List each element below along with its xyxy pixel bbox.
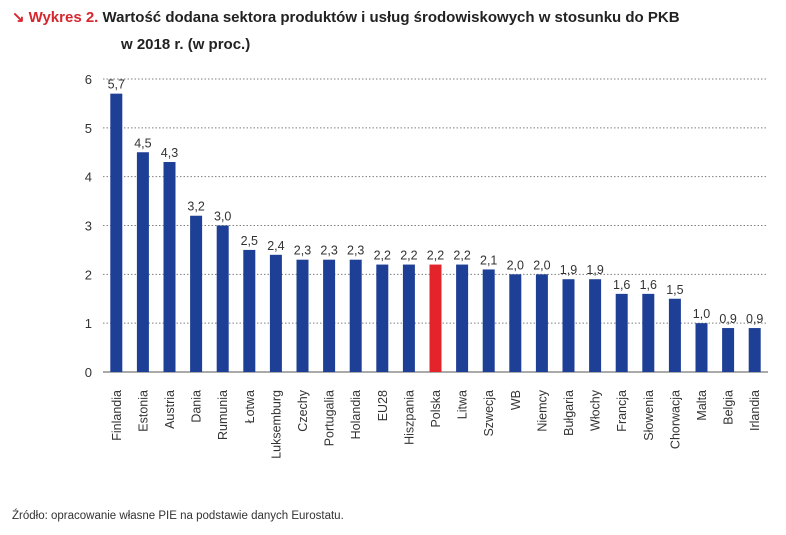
x-tick-label: Słowenia xyxy=(642,390,656,441)
bar xyxy=(589,279,602,372)
x-tick-label: Szwecja xyxy=(482,390,496,437)
source-note: Źródło: opracowanie własne PIE na podsta… xyxy=(12,510,344,522)
x-tick-label: Łotwa xyxy=(243,390,257,423)
data-label: 1,6 xyxy=(613,278,630,292)
bar xyxy=(509,274,522,372)
data-label: 0,9 xyxy=(746,312,763,326)
y-tick-label: 1 xyxy=(85,316,92,331)
x-tick-label: Dania xyxy=(190,390,204,423)
x-tick-label: Litwa xyxy=(456,390,470,419)
y-tick-label: 6 xyxy=(85,72,92,87)
bar xyxy=(695,323,708,372)
data-label: 2,3 xyxy=(320,244,337,258)
data-label: 2,3 xyxy=(294,244,311,258)
data-label: 2,2 xyxy=(453,249,470,263)
bar xyxy=(668,298,681,372)
data-label: 2,0 xyxy=(507,258,524,272)
data-label: 2,2 xyxy=(374,249,391,263)
data-label: 2,3 xyxy=(347,244,364,258)
x-tick-label: Hiszpania xyxy=(402,390,416,445)
data-label: 2,4 xyxy=(267,239,284,253)
bar xyxy=(642,293,655,372)
data-label: 1,5 xyxy=(666,283,683,297)
bar xyxy=(349,259,362,372)
x-tick-label: Estonia xyxy=(136,390,150,432)
y-tick-label: 0 xyxy=(85,365,92,380)
x-tick-label: Finlandia xyxy=(110,390,124,441)
title-line-1: ↘ Wykres 2. Wartość dodana sektora produk… xyxy=(12,4,782,31)
data-label: 0,9 xyxy=(719,312,736,326)
bar xyxy=(456,264,469,372)
x-tick-label: Austria xyxy=(163,390,177,429)
data-label: 1,6 xyxy=(640,278,657,292)
data-label: 1,9 xyxy=(560,263,577,277)
data-label: 4,5 xyxy=(134,136,151,150)
bar xyxy=(562,279,575,372)
bar xyxy=(110,93,123,373)
data-label: 5,7 xyxy=(108,78,125,92)
x-tick-label: Rumunia xyxy=(216,390,230,440)
bar xyxy=(269,254,282,372)
x-tick-label: Polska xyxy=(429,390,443,428)
title-text: Wartość dodana sektora produktów i usług… xyxy=(102,9,680,26)
bar xyxy=(243,249,256,372)
bar xyxy=(136,152,149,372)
data-label: 1,0 xyxy=(693,307,710,321)
data-label: 2,2 xyxy=(400,249,417,263)
data-label: 2,2 xyxy=(427,249,444,263)
data-label: 3,2 xyxy=(187,200,204,214)
x-tick-label: EU28 xyxy=(376,390,390,421)
x-tick-label: Holandia xyxy=(349,390,363,439)
data-label: 1,9 xyxy=(586,263,603,277)
bar xyxy=(615,293,628,372)
y-tick-label: 5 xyxy=(85,121,92,136)
x-tick-label: Malta xyxy=(695,390,709,421)
x-tick-label: Portugalia xyxy=(323,390,337,446)
data-label: 2,0 xyxy=(533,258,550,272)
x-tick-label: Francja xyxy=(615,390,629,432)
bar xyxy=(190,215,203,372)
y-tick-label: 4 xyxy=(85,170,92,185)
x-tick-label: Bułgaria xyxy=(562,390,576,436)
bar xyxy=(376,264,389,372)
bar xyxy=(216,225,229,372)
y-tick-label: 3 xyxy=(85,219,92,234)
bar xyxy=(402,264,415,372)
data-label: 2,1 xyxy=(480,253,497,267)
bar xyxy=(163,162,176,372)
data-label: 4,3 xyxy=(161,146,178,160)
x-tick-label: Chorwacja xyxy=(668,390,682,449)
bar xyxy=(429,264,442,372)
title-line-2: w 2018 r. (w proc.) xyxy=(121,36,251,53)
data-label: 3,0 xyxy=(214,210,231,224)
bar xyxy=(296,259,309,372)
x-tick-label: Luksemburg xyxy=(269,390,283,459)
chart-title: ↘ Wykres 2. Wartość dodana sektora produk… xyxy=(12,4,782,58)
arrow-down-right-icon: ↘ xyxy=(12,9,25,26)
bar xyxy=(535,274,548,372)
data-label: 2,5 xyxy=(241,234,258,248)
x-tick-label: Czechy xyxy=(296,389,310,431)
bar xyxy=(722,328,735,372)
figure-number: Wykres 2. xyxy=(28,9,99,26)
bar xyxy=(482,269,495,372)
x-tick-label: WB xyxy=(509,390,523,410)
x-tick-label: Belgia xyxy=(722,390,736,425)
x-tick-label: Irlandia xyxy=(748,390,762,431)
bar xyxy=(748,328,761,372)
x-tick-label: Niemcy xyxy=(535,389,549,431)
y-tick-label: 2 xyxy=(85,267,92,282)
bar xyxy=(323,259,336,372)
x-tick-label: Włochy xyxy=(589,389,603,431)
